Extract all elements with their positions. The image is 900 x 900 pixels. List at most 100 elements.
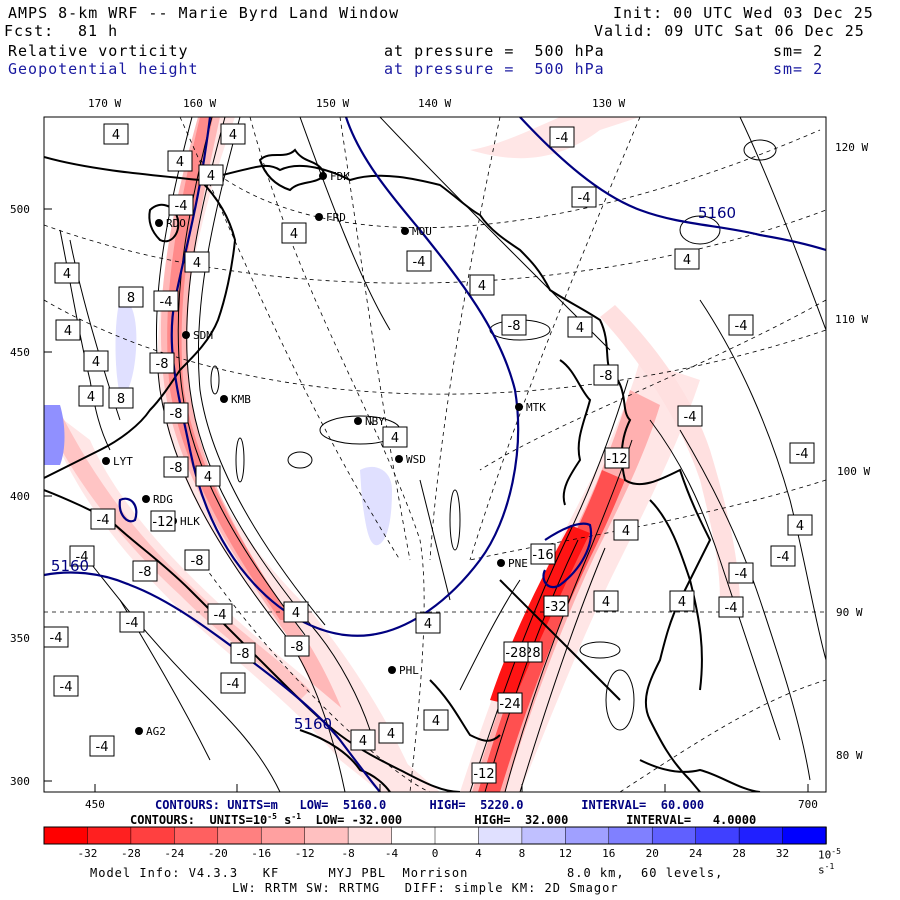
- vorticity-label-box: [415, 612, 441, 634]
- vorticity-label-box: [43, 626, 69, 648]
- vorticity-contour-label: -8: [600, 369, 613, 384]
- positive-vorticity-patch: [360, 466, 392, 546]
- vorticity-label-box: [350, 729, 376, 751]
- vorticity-contour-label: -32: [545, 600, 566, 615]
- vorticity-label-box: [78, 385, 104, 407]
- station-label: PHL: [399, 664, 419, 677]
- vorticity-contour-label: 4: [290, 227, 298, 242]
- field1-smoothing: sm= 2: [773, 42, 824, 60]
- graticule: [44, 117, 826, 792]
- vorticity-contour-label: 4: [478, 279, 486, 294]
- vorticity-contour-label: 8: [127, 291, 135, 306]
- colorbar-swatch: [695, 826, 740, 845]
- vorticity-contour-label: -4: [684, 410, 697, 425]
- vorticity-label-box: [149, 352, 175, 374]
- vorticity-contour-label: -4: [227, 677, 240, 692]
- vorticity-label-box: [220, 123, 246, 145]
- vorticity-label-box: [230, 642, 256, 664]
- vorticity-label-box: [728, 562, 754, 584]
- vorticity-label-box: [207, 603, 233, 625]
- plot-title: AMPS 8-km WRF -- Marie Byrd Land Window: [8, 4, 400, 22]
- vorticity-contour-label: 4: [64, 324, 72, 339]
- station-label: FRD: [326, 211, 346, 224]
- colorbar-tick-label: -28: [120, 847, 141, 860]
- colorbar-swatch: [217, 826, 262, 845]
- vorticity-contour-label: -4: [126, 616, 139, 631]
- colorbar-units: 10-5 s-1: [818, 847, 841, 877]
- model-info-line1: Model Info: V4.3.3 KF MYJ PBL Morrison 8…: [90, 866, 724, 880]
- height-contour-label: 5160: [698, 204, 736, 222]
- colorbar-swatch: [174, 826, 219, 845]
- vorticity-label-box: [787, 514, 813, 536]
- vorticity-contour-label: 4: [678, 595, 686, 610]
- field1-level: at pressure = 500 hPa: [384, 42, 605, 60]
- bottom-tick-label: 450: [85, 798, 105, 811]
- vorticity-label-box: [593, 590, 619, 612]
- right-lon-label: 120 W: [835, 141, 868, 154]
- vorticity-label-box: [150, 510, 176, 532]
- station-label: NBY: [365, 415, 385, 428]
- colorbar-tick-label: 28: [732, 847, 746, 860]
- vorticity-label-box: [119, 611, 145, 633]
- vorticity-contour-label: -4: [50, 631, 63, 646]
- vorticity-contour-label: -8: [139, 565, 152, 580]
- colorbar-tick-label: -24: [164, 847, 185, 860]
- right-lon-label: 100 W: [837, 465, 870, 478]
- field1-name: Relative vorticity: [8, 42, 189, 60]
- right-lon-label: 80 W: [836, 749, 863, 762]
- vorticity-label-box: [770, 545, 796, 567]
- vorticity-label-box: [549, 126, 575, 148]
- vorticity-contour-label: -8: [237, 647, 250, 662]
- vorticity-contour-label: -4: [175, 199, 188, 214]
- vorticity-contour-label: -8: [156, 357, 169, 372]
- vorticity-contour-label: 4: [207, 169, 215, 184]
- vorticity-label-box: [789, 442, 815, 464]
- colorbar-tick-label: 20: [645, 847, 659, 860]
- height-contours: [44, 117, 826, 792]
- right-lon-label: 90 W: [836, 606, 863, 619]
- vorticity-label-box: [220, 672, 246, 694]
- right-lon-label: 110 W: [835, 313, 868, 326]
- vorticity-label-box: [283, 601, 309, 623]
- vorticity-label-box: [543, 595, 569, 617]
- vorticity-label-box: [669, 590, 695, 612]
- vorticity-label-box: [604, 447, 630, 469]
- vorticity-contour-label: 4: [112, 128, 120, 143]
- left-tick-label: 300: [10, 775, 30, 788]
- height-contour-5160-ne: [519, 117, 826, 252]
- axis-labels: 170 W 160 W 150 W 140 W 130 W 120 W 110 …: [10, 97, 870, 811]
- vorticity-label-box: [54, 262, 80, 284]
- model-info-line2: LW: RRTM SW: RRTMG DIFF: simple KM: 2D S…: [232, 881, 619, 895]
- vorticity-band-south-mid: [44, 412, 310, 700]
- station-marker: [315, 213, 323, 221]
- height-contour-5160-east: [170, 117, 520, 637]
- colorbar-tick-label: 4: [475, 847, 482, 860]
- colorbar-swatch: [304, 826, 349, 845]
- colorbar-swatch: [478, 826, 523, 845]
- vorticity-label-box: [677, 405, 703, 427]
- vorticity-contour-label: 4: [292, 606, 300, 621]
- left-tick-label: 350: [10, 632, 30, 645]
- station-marker: [388, 666, 396, 674]
- station-label: PNE: [508, 557, 528, 570]
- colorbar-tick-label: 8: [518, 847, 526, 860]
- vorticity-contours: [59, 117, 826, 792]
- vorticity-label-box: [728, 314, 754, 336]
- vorticity-label-box: [423, 709, 449, 731]
- vorticity-label-box: [469, 274, 495, 296]
- vorticity-label-box: [195, 465, 221, 487]
- vorticity-label-box: [593, 364, 619, 386]
- vorticity-contour-label: -4: [96, 740, 109, 755]
- height-contour-label: 5160: [51, 557, 89, 575]
- vorticity-label-box: [503, 641, 529, 663]
- vorticity-label-box: [90, 508, 116, 530]
- vorticity-contour-label: -4: [777, 550, 790, 565]
- vorticity-label-box: [69, 545, 95, 567]
- vorticity-contour-label: 4: [683, 253, 691, 268]
- station-marker: [515, 403, 523, 411]
- forecast-hours: 81 h: [78, 22, 119, 40]
- vorticity-contour-label: -4: [97, 513, 110, 528]
- vorticity-label-box: [184, 251, 210, 273]
- colorbar-tick-label: -20: [207, 847, 228, 860]
- vorticity-label-box: [53, 675, 79, 697]
